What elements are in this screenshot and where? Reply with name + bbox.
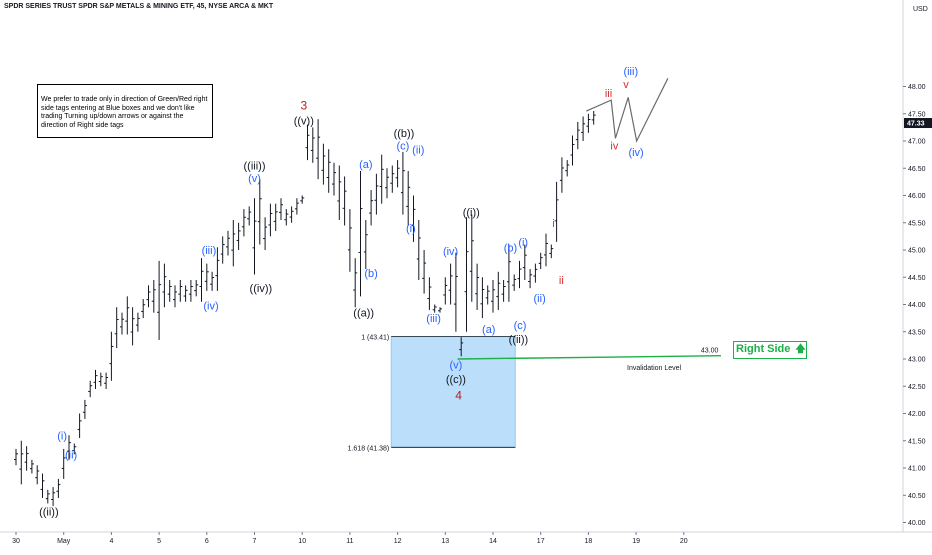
wave-label: ((ii)) [509,334,529,346]
y-tick-label: 43.00 [908,357,926,364]
x-tick-label: 10 [298,538,306,545]
box-bottom-label: 1.618 (41.38) [348,445,390,452]
wave-label: ((c)) [446,374,466,386]
wave-label: (ii) [412,145,424,157]
x-tick-label: 4 [109,538,113,545]
x-tick-label: 11 [346,538,353,545]
wave-label: (iv) [443,246,458,258]
wave-label: (a) [482,324,495,336]
wave-label: iii [605,88,612,100]
wave-label: (a) [359,159,372,171]
wave-label: (c) [514,320,527,332]
y-tick-label: 41.00 [908,466,926,473]
x-tick-label: 19 [632,538,640,545]
x-tick-label: 12 [394,538,402,545]
x-tick-label: 5 [157,538,161,545]
y-tick-label: 42.00 [908,411,926,418]
wave-label: 4 [455,389,462,403]
y-tick-label: 47.00 [908,139,926,146]
right-side-label: Right Side [736,343,791,355]
wave-label: (ii) [534,293,546,305]
y-tick-label: 47.50 [908,111,926,118]
wave-label: (iii) [623,66,638,78]
x-tick-label: 20 [680,538,688,545]
wave-label: (iii) [202,245,217,257]
wave-label: (iv) [628,147,643,159]
last-price-box [904,118,932,129]
invalidation-value: 43.00 [701,348,719,355]
wave-label: ((v)) [294,115,314,127]
wave-label: (b) [504,242,517,254]
y-tick-label: 45.00 [908,248,926,255]
wave-label: 3 [300,99,307,113]
arrow-up-icon: 🡅 [795,344,806,355]
y-tick-label: 40.50 [908,493,926,500]
y-tick-label: 41.50 [908,438,926,445]
wave-label: ((ii)) [39,507,59,519]
wave-label: iv [610,140,618,152]
wave-label: (c) [396,140,409,152]
wave-label: (v) [449,359,462,371]
wave-label: ii [559,275,564,287]
wave-label: ((i)) [463,207,480,219]
x-tick-label: 18 [585,538,593,545]
wave-label: (i) [406,223,416,235]
y-tick-label: 46.00 [908,193,926,200]
y-tick-label: 45.50 [908,220,926,227]
wave-label: (i) [518,237,528,249]
projection-path [586,78,669,143]
wave-labels: 3((v))((iii))(v)(iii)(iv)((iv))(i)(ii)((… [39,66,644,518]
y-tick-label: 44.50 [908,275,926,282]
y-tick-label: 48.00 [908,84,926,91]
target-box-group: 1 (43.41) 1.618 (41.38) [348,335,516,452]
y-tick-label: 40.00 [908,520,926,527]
wave-label: (v) [248,173,261,185]
blue-box [390,336,516,448]
invalidation-label: Invalidation Level [627,365,682,372]
x-tick-label: May [57,538,71,545]
box-top-label: 1 (43.41) [361,335,389,342]
y-tick-label: 46.50 [908,166,926,173]
x-tick-label: 13 [441,538,449,545]
x-tick-label: 7 [253,538,257,545]
annotation-lines: Invalidation Level 43.00 [457,78,721,372]
wave-label: (b) [364,268,377,280]
wave-label: v [623,79,629,91]
y-tick-label: 44.00 [908,302,926,309]
y-tick-label: 43.50 [908,329,926,336]
x-tick-label: 17 [537,538,545,545]
x-tick-label: 6 [205,538,209,545]
right-side-tag: Right Side 🡅 [733,341,807,359]
trading-note: We prefer to trade only in direction of … [37,84,213,138]
price-bars [14,111,596,507]
wave-label: (ii) [65,449,77,461]
wave-label: ((a)) [353,308,374,320]
wave-label: i [552,218,554,230]
x-tick-label: 30 [12,538,20,545]
last-price-label: 47.33 [907,121,925,128]
currency-label: USD [913,6,928,13]
x-tick-label: 14 [489,538,497,545]
invalidation-line [457,355,721,360]
y-tick-label: 42.50 [908,384,926,391]
chart-title: SPDR SERIES TRUST SPDR S&P METALS & MINI… [4,3,274,10]
wave-label: (i) [57,430,67,442]
wave-label: (iii) [426,313,441,325]
wave-label: ((b)) [394,128,415,140]
wave-label: ((iii)) [244,161,266,173]
wave-label: ((iv)) [250,283,273,295]
wave-label: (iv) [203,301,218,313]
